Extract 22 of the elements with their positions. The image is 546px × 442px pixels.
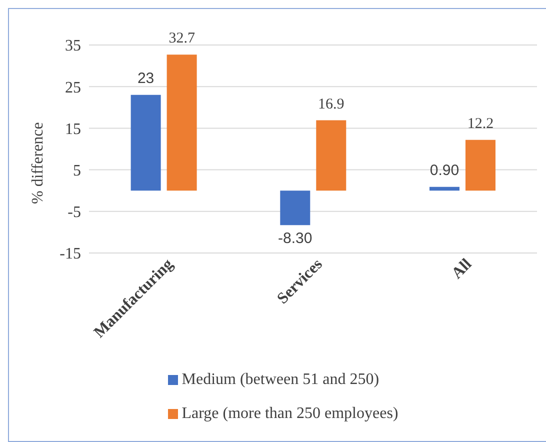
y-axis-title: % difference	[30, 122, 47, 204]
data-label: 12.2	[467, 116, 494, 132]
bar	[130, 94, 161, 191]
bar	[166, 54, 197, 191]
data-label: 16.9	[318, 96, 344, 112]
data-label: 32.7	[168, 30, 196, 47]
y-tick-label: -15	[60, 246, 81, 263]
y-tick-label: 35	[65, 38, 81, 55]
data-label: 0.90	[430, 162, 460, 179]
y-tick-label: 25	[65, 79, 81, 96]
x-tick-label: All	[448, 255, 476, 282]
legend-label: Medium (between 51 and 250)	[182, 371, 380, 388]
data-label: -8.30	[278, 230, 312, 248]
legend-label: Large (more than 250 employees)	[182, 405, 398, 422]
bar	[429, 186, 460, 191]
y-tick-label: -5	[68, 204, 81, 222]
bar	[465, 140, 496, 191]
bar	[316, 120, 346, 191]
y-tick-label: 5	[73, 162, 81, 180]
data-label: 23	[137, 70, 154, 87]
bar	[280, 190, 310, 226]
y-tick-label: 15	[65, 120, 81, 138]
